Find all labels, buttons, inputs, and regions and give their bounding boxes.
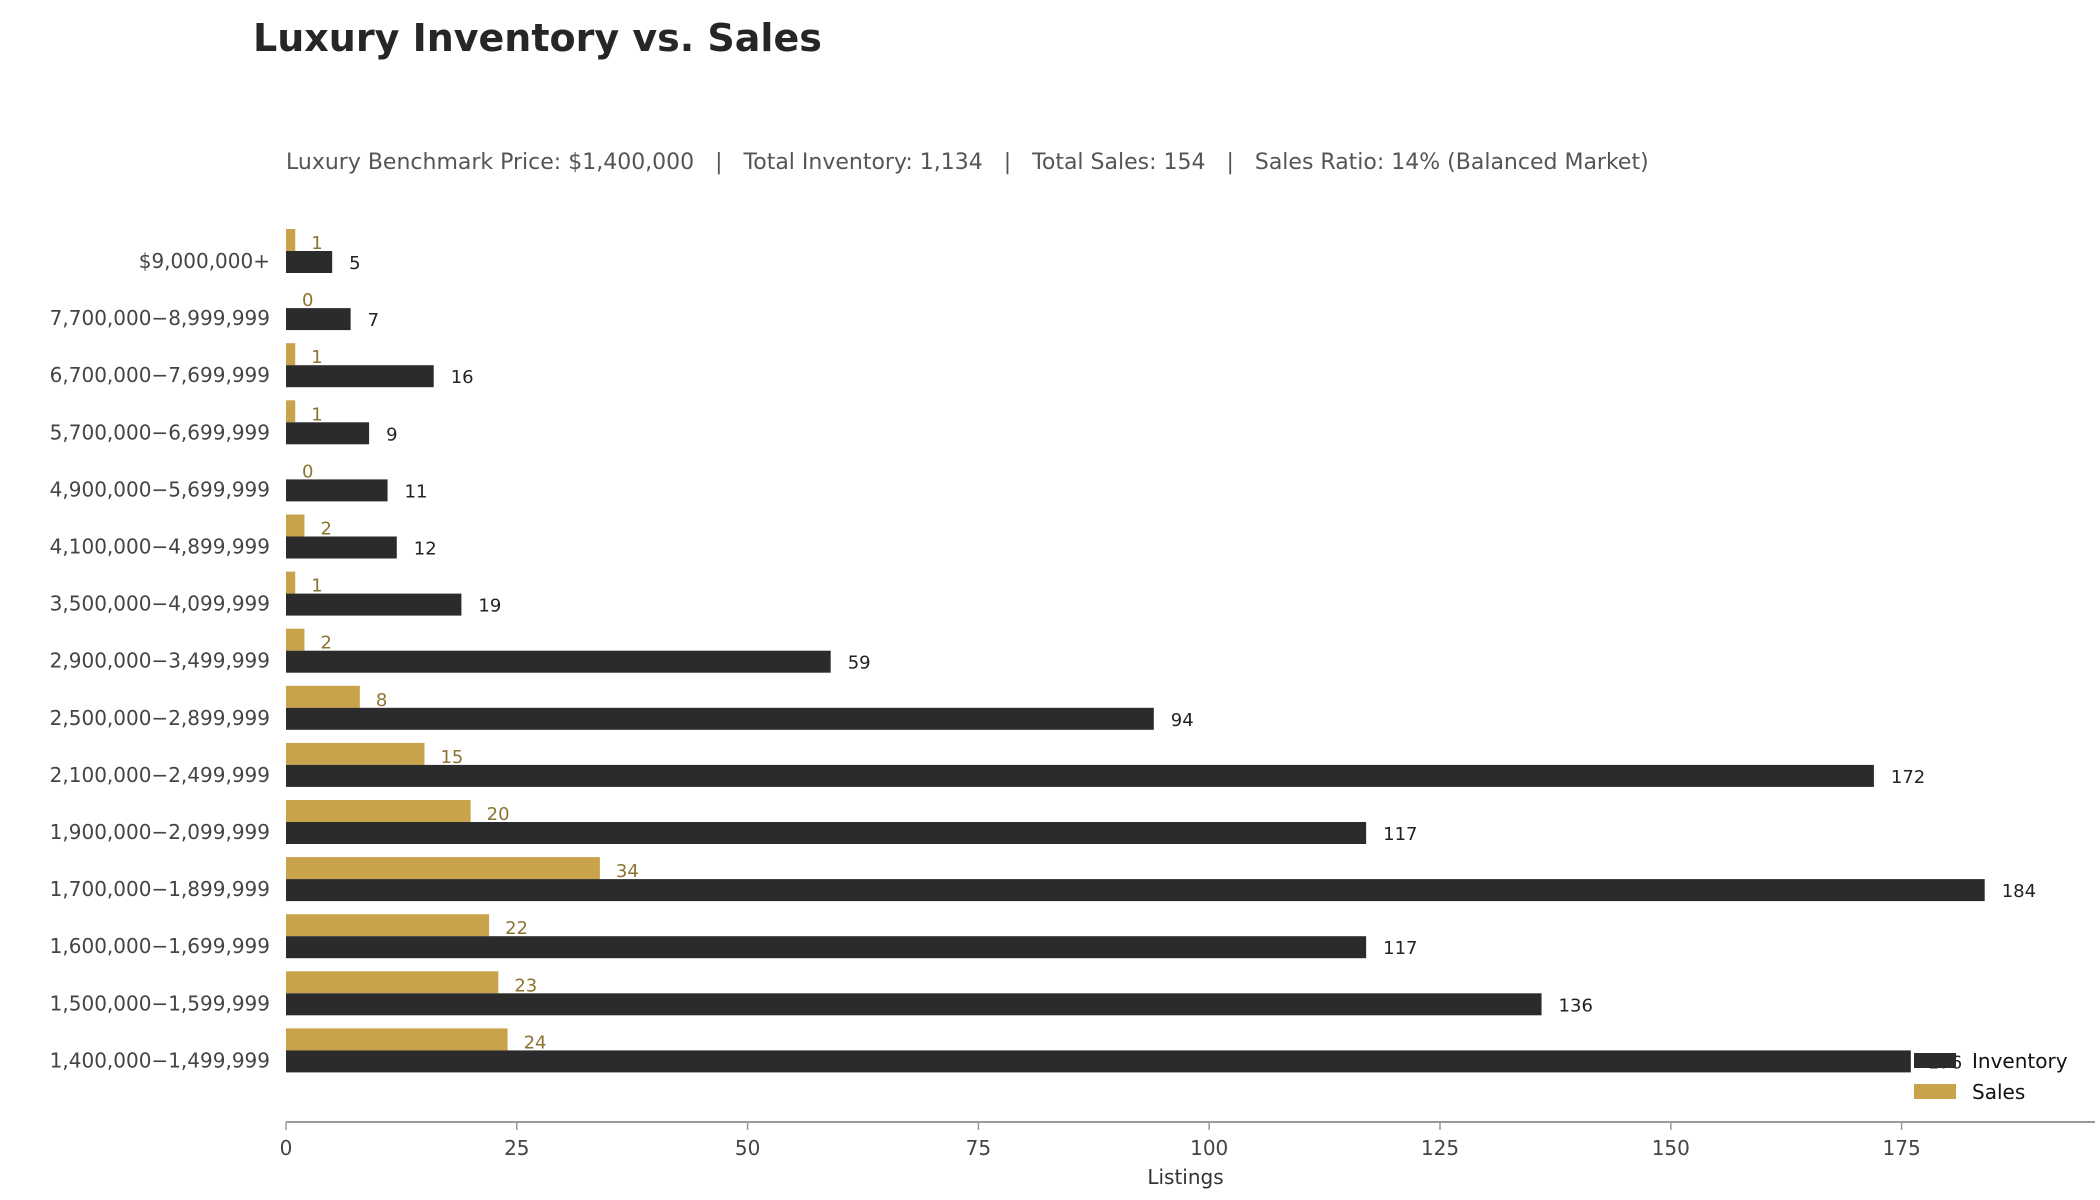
sales-bar bbox=[286, 400, 296, 423]
category-label: 3,500,000−4,099,999 bbox=[50, 592, 270, 616]
sales-bar bbox=[286, 514, 305, 537]
sales-bar bbox=[286, 800, 471, 822]
sales-bar bbox=[286, 628, 305, 651]
x-tick-label: 150 bbox=[1652, 1136, 1690, 1160]
category-label: 1,400,000−1,499,999 bbox=[50, 1048, 270, 1072]
sales-value-label: 1 bbox=[311, 576, 322, 597]
chart-subtitle: Luxury Benchmark Price: $1,400,000 | Tot… bbox=[286, 150, 1649, 175]
legend-label-sales: Sales bbox=[1972, 1080, 2025, 1104]
category-label: 7,700,000−8,999,999 bbox=[50, 306, 270, 330]
inventory-value-label: 19 bbox=[478, 596, 501, 617]
inventory-bar bbox=[286, 936, 1367, 959]
x-tick-label: 75 bbox=[966, 1136, 991, 1160]
x-tick-label: 50 bbox=[735, 1136, 760, 1160]
inventory-bar bbox=[286, 822, 1367, 844]
sales-value-label: 1 bbox=[311, 404, 322, 425]
sales-value-label: 15 bbox=[440, 747, 463, 768]
inventory-bar bbox=[286, 993, 1542, 1016]
x-tick-label: 125 bbox=[1421, 1136, 1459, 1160]
inventory-bar bbox=[286, 764, 1874, 787]
x-tick-label: 0 bbox=[280, 1136, 293, 1160]
x-tick-label: 100 bbox=[1190, 1136, 1228, 1160]
sales-bar bbox=[286, 914, 490, 937]
legend-swatch-sales bbox=[1914, 1084, 1956, 1099]
sales-value-label: 2 bbox=[320, 633, 331, 654]
sales-bar bbox=[286, 742, 425, 765]
inventory-value-label: 59 bbox=[848, 653, 871, 674]
sales-bar bbox=[286, 343, 296, 366]
sales-bar bbox=[286, 857, 600, 880]
category-label: 1,900,000−2,099,999 bbox=[50, 820, 270, 844]
inventory-value-label: 184 bbox=[2002, 881, 2036, 902]
sales-bar bbox=[286, 971, 499, 994]
category-label: 1,700,000−1,899,999 bbox=[50, 877, 270, 901]
category-label: $9,000,000+ bbox=[139, 249, 270, 273]
inventory-value-label: 16 bbox=[451, 367, 474, 388]
sales-value-label: 34 bbox=[616, 861, 639, 882]
category-label: 1,600,000−1,699,999 bbox=[50, 934, 270, 958]
inventory-bar bbox=[286, 308, 351, 331]
legend-label-inventory: Inventory bbox=[1972, 1049, 2068, 1073]
inventory-bar bbox=[286, 536, 397, 559]
inventory-value-label: 172 bbox=[1891, 767, 1925, 788]
sales-value-label: 8 bbox=[376, 690, 387, 711]
category-label: 2,500,000−2,899,999 bbox=[50, 706, 270, 730]
category-label: 1,500,000−1,599,999 bbox=[50, 991, 270, 1015]
legend-swatch-inventory bbox=[1914, 1053, 1956, 1068]
inventory-bar bbox=[286, 707, 1154, 730]
inventory-value-label: 117 bbox=[1383, 938, 1417, 959]
inventory-value-label: 117 bbox=[1383, 824, 1417, 845]
chart-title: Luxury Inventory vs. Sales bbox=[253, 16, 822, 60]
sales-value-label: 0 bbox=[302, 290, 313, 311]
inventory-value-label: 7 bbox=[368, 310, 379, 331]
sales-bar bbox=[286, 1028, 508, 1051]
inventory-bar bbox=[286, 422, 370, 445]
category-label: 4,100,000−4,899,999 bbox=[50, 535, 270, 559]
sales-value-label: 22 bbox=[505, 918, 528, 939]
sales-value-label: 1 bbox=[311, 233, 322, 254]
sales-value-label: 20 bbox=[487, 804, 510, 825]
x-tick-label: 25 bbox=[504, 1136, 529, 1160]
sales-bar bbox=[286, 229, 296, 251]
inventory-value-label: 12 bbox=[414, 539, 437, 560]
category-label: 6,700,000−7,699,999 bbox=[50, 363, 270, 387]
inventory-bar bbox=[286, 251, 333, 273]
inventory-bar bbox=[286, 593, 462, 616]
sales-value-label: 24 bbox=[524, 1032, 547, 1053]
sales-value-label: 0 bbox=[302, 461, 313, 482]
sales-bar bbox=[286, 685, 360, 708]
sales-value-label: 23 bbox=[514, 975, 537, 996]
category-label: 5,700,000−6,699,999 bbox=[50, 420, 270, 444]
category-label: 2,100,000−2,499,999 bbox=[50, 763, 270, 787]
inventory-value-label: 5 bbox=[349, 253, 360, 274]
inventory-bar bbox=[286, 479, 388, 502]
inventory-bar bbox=[286, 1050, 1911, 1073]
sales-bar bbox=[286, 571, 296, 594]
sales-value-label: 2 bbox=[320, 519, 331, 540]
inventory-value-label: 136 bbox=[1559, 995, 1593, 1016]
inventory-bar bbox=[286, 650, 831, 673]
inventory-bar bbox=[286, 365, 434, 388]
inventory-value-label: 94 bbox=[1171, 710, 1194, 731]
category-label: 4,900,000−5,699,999 bbox=[50, 477, 270, 501]
inventory-value-label: 9 bbox=[386, 424, 397, 445]
sales-value-label: 1 bbox=[311, 347, 322, 368]
category-label: 2,900,000−3,499,999 bbox=[50, 649, 270, 673]
inventory-value-label: 11 bbox=[405, 481, 428, 502]
inventory-bar bbox=[286, 879, 1985, 902]
x-axis-label: Listings bbox=[1147, 1165, 1223, 1189]
x-tick-label: 175 bbox=[1883, 1136, 1921, 1160]
